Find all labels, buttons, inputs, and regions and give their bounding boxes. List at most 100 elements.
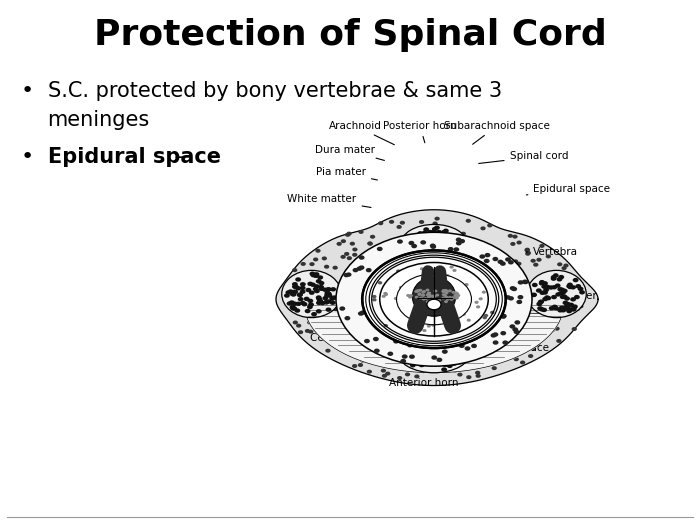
Ellipse shape: [396, 274, 472, 324]
Circle shape: [553, 273, 559, 278]
Circle shape: [421, 335, 427, 340]
Circle shape: [306, 300, 311, 304]
Circle shape: [414, 374, 419, 379]
Circle shape: [491, 333, 496, 338]
Circle shape: [408, 242, 414, 246]
Circle shape: [557, 287, 564, 291]
Circle shape: [559, 288, 565, 292]
Circle shape: [304, 309, 311, 313]
Circle shape: [500, 314, 507, 318]
Text: Gray matter: Gray matter: [511, 287, 597, 301]
Circle shape: [412, 356, 418, 361]
Circle shape: [428, 268, 432, 271]
Circle shape: [447, 364, 453, 368]
Circle shape: [445, 274, 449, 277]
Circle shape: [328, 334, 334, 338]
Circle shape: [420, 236, 426, 240]
Circle shape: [295, 277, 300, 281]
Circle shape: [531, 259, 536, 263]
Circle shape: [490, 362, 495, 365]
Circle shape: [429, 235, 435, 240]
Circle shape: [441, 368, 447, 372]
Circle shape: [427, 299, 441, 310]
Circle shape: [430, 250, 436, 255]
Circle shape: [465, 346, 470, 351]
Circle shape: [524, 334, 529, 338]
Circle shape: [466, 375, 472, 379]
Circle shape: [422, 329, 426, 332]
Circle shape: [432, 227, 438, 232]
Ellipse shape: [398, 331, 470, 373]
Circle shape: [421, 293, 425, 297]
Circle shape: [384, 324, 388, 327]
Circle shape: [424, 244, 430, 248]
Circle shape: [413, 243, 419, 247]
Circle shape: [416, 233, 422, 237]
Circle shape: [358, 230, 364, 234]
Circle shape: [454, 247, 459, 251]
Circle shape: [290, 292, 297, 297]
Circle shape: [438, 299, 441, 302]
Circle shape: [563, 301, 568, 305]
Circle shape: [462, 363, 467, 367]
Circle shape: [414, 290, 418, 293]
Circle shape: [444, 300, 448, 303]
Circle shape: [545, 311, 550, 314]
Circle shape: [455, 294, 458, 297]
Circle shape: [293, 290, 298, 294]
Circle shape: [405, 358, 410, 362]
Circle shape: [397, 376, 402, 380]
Circle shape: [524, 248, 530, 253]
Circle shape: [522, 279, 528, 284]
Circle shape: [289, 300, 295, 304]
Circle shape: [433, 362, 439, 366]
Circle shape: [399, 363, 405, 367]
Circle shape: [428, 295, 432, 298]
Circle shape: [433, 222, 438, 225]
Ellipse shape: [370, 255, 498, 343]
Circle shape: [420, 240, 426, 245]
Circle shape: [547, 326, 552, 330]
Circle shape: [360, 297, 367, 301]
Circle shape: [562, 289, 568, 293]
Circle shape: [316, 297, 322, 301]
Circle shape: [314, 272, 319, 277]
Circle shape: [456, 237, 461, 242]
Circle shape: [464, 283, 468, 286]
Circle shape: [533, 281, 538, 285]
Circle shape: [420, 267, 424, 270]
Circle shape: [438, 334, 444, 339]
Circle shape: [442, 350, 447, 354]
Circle shape: [446, 298, 450, 301]
Circle shape: [288, 289, 293, 293]
Circle shape: [304, 297, 309, 301]
Circle shape: [442, 290, 445, 293]
Circle shape: [565, 302, 571, 306]
Circle shape: [551, 275, 556, 279]
Circle shape: [431, 301, 435, 304]
Circle shape: [433, 345, 440, 350]
Circle shape: [435, 293, 439, 297]
Circle shape: [436, 230, 442, 234]
Circle shape: [548, 285, 554, 290]
Circle shape: [475, 301, 479, 304]
Circle shape: [557, 308, 564, 312]
Circle shape: [305, 282, 310, 286]
Circle shape: [562, 272, 567, 276]
Circle shape: [309, 262, 315, 266]
Circle shape: [525, 252, 531, 256]
Circle shape: [532, 283, 538, 287]
Circle shape: [427, 230, 433, 234]
Ellipse shape: [281, 270, 342, 318]
Circle shape: [448, 289, 452, 292]
Circle shape: [526, 251, 531, 255]
Circle shape: [431, 295, 435, 298]
Circle shape: [422, 269, 426, 272]
Circle shape: [500, 331, 506, 335]
Circle shape: [295, 302, 302, 306]
Circle shape: [442, 350, 448, 354]
Circle shape: [326, 349, 330, 353]
Circle shape: [309, 297, 314, 300]
Circle shape: [567, 282, 573, 287]
Circle shape: [440, 234, 447, 239]
